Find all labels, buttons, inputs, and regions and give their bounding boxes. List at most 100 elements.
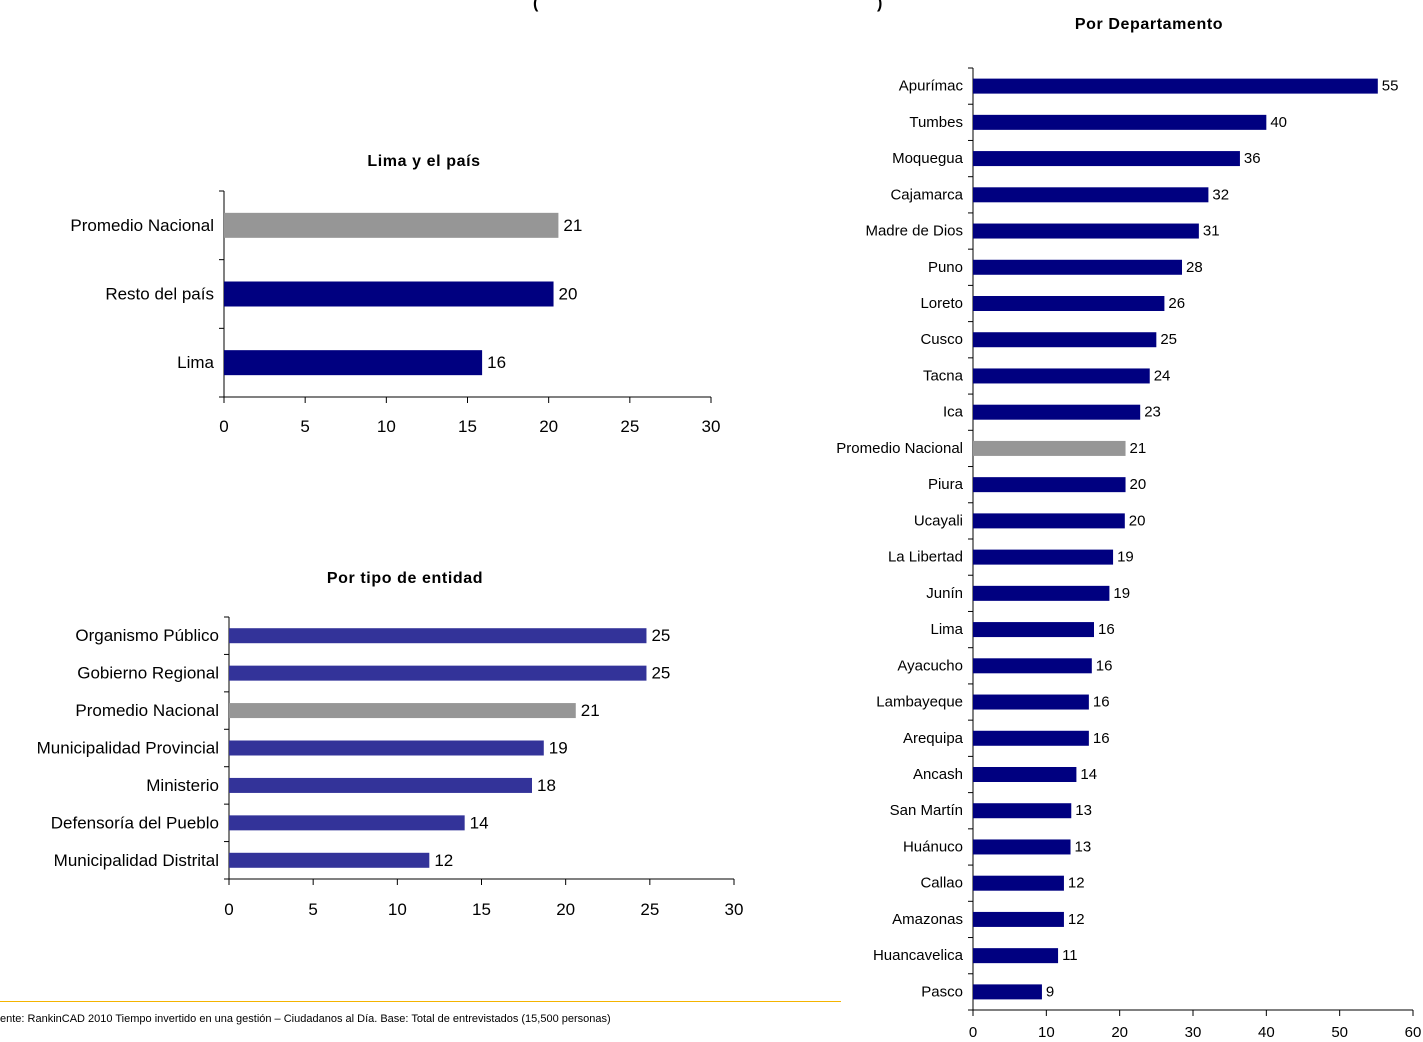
x-tick-label: 60: [1405, 1024, 1422, 1041]
bar: [973, 404, 1141, 420]
value-label: 23: [1144, 404, 1161, 421]
bar: [224, 212, 559, 238]
value-label: 36: [1244, 150, 1261, 167]
footer-rule: [0, 1001, 841, 1002]
value-label: 21: [563, 216, 582, 235]
category-label: Municipalidad Provincial: [37, 739, 219, 758]
category-label: Organismo Público: [75, 626, 219, 645]
category-label: Callao: [920, 875, 963, 892]
value-label: 31: [1203, 223, 1220, 240]
category-label: La Libertad: [888, 549, 963, 566]
value-label: 24: [1154, 367, 1171, 384]
category-label: Tumbes: [909, 114, 963, 131]
value-label: 25: [1160, 331, 1177, 348]
value-label: 11: [1062, 947, 1078, 964]
x-tick-label: 25: [620, 417, 639, 436]
bar: [973, 767, 1077, 782]
category-label: Huánuco: [903, 838, 963, 855]
bar: [973, 368, 1150, 384]
x-tick-label: 0: [224, 900, 233, 919]
bar: [224, 281, 554, 307]
category-label: Gobierno Regional: [77, 664, 219, 683]
value-label: 32: [1212, 186, 1229, 203]
bar: [973, 984, 1042, 1000]
bar: [973, 730, 1089, 746]
bar: [229, 628, 647, 644]
bar: [973, 78, 1378, 94]
value-label: 26: [1168, 295, 1185, 312]
category-label: Madre de Dios: [865, 223, 963, 240]
bar: [229, 852, 430, 868]
bar: [229, 703, 576, 719]
bar: [973, 911, 1064, 927]
header-fragment-right: ): [877, 0, 883, 12]
bar: [973, 440, 1126, 456]
value-label: 9: [1046, 983, 1054, 1000]
value-label: 18: [537, 776, 556, 795]
x-tick-label: 20: [1111, 1024, 1128, 1041]
category-label: Promedio Nacional: [70, 216, 214, 235]
bar: [973, 259, 1182, 275]
x-tick-label: 5: [300, 417, 309, 436]
bar: [973, 187, 1209, 203]
value-label: 21: [581, 701, 600, 720]
value-label: 20: [1129, 512, 1146, 529]
value-label: 20: [1130, 476, 1147, 493]
category-label: Piura: [928, 476, 964, 493]
value-label: 19: [1113, 585, 1130, 602]
bar: [973, 513, 1125, 529]
category-label: Cusco: [920, 331, 963, 348]
value-label: 25: [651, 664, 670, 683]
category-label: San Martín: [890, 802, 963, 819]
bar: [973, 803, 1072, 819]
x-tick-label: 20: [539, 417, 558, 436]
value-label: 28: [1186, 259, 1203, 276]
chart-title: Lima y el país: [367, 153, 480, 170]
x-tick-label: 15: [472, 900, 491, 919]
x-tick-label: 30: [725, 900, 744, 919]
bar: [973, 839, 1071, 855]
value-label: 55: [1382, 78, 1399, 95]
bar: [229, 665, 647, 681]
bar: [973, 114, 1267, 130]
value-label: 25: [651, 626, 670, 645]
category-label: Loreto: [920, 295, 963, 312]
category-label: Defensoría del Pueblo: [51, 813, 219, 832]
value-label: 16: [1093, 730, 1110, 747]
bar: [973, 151, 1240, 167]
bar: [973, 332, 1157, 348]
category-label: Arequipa: [903, 730, 964, 747]
category-label: Apurímac: [899, 78, 964, 95]
x-tick-label: 10: [388, 900, 407, 919]
category-label: Resto del país: [105, 285, 214, 304]
header-fragment-left: (: [533, 0, 539, 12]
category-label: Cajamarca: [890, 186, 963, 203]
x-tick-label: 0: [969, 1024, 977, 1041]
value-label: 20: [559, 285, 578, 304]
value-label: 16: [487, 353, 506, 372]
source-footnote: ente: RankinCAD 2010 Tiempo invertido en…: [0, 1013, 611, 1025]
category-label: Lima: [930, 621, 963, 638]
value-label: 14: [470, 813, 489, 832]
bar: [224, 350, 483, 376]
x-tick-label: 20: [556, 900, 575, 919]
category-label: Amazonas: [892, 911, 963, 928]
x-tick-label: 40: [1258, 1024, 1275, 1041]
category-label: Municipalidad Distrital: [54, 851, 219, 870]
category-label: Moquegua: [892, 150, 964, 167]
bar: [229, 815, 465, 831]
value-label: 19: [549, 739, 568, 758]
bar: [973, 948, 1059, 964]
chart-title: Por tipo de entidad: [327, 570, 483, 587]
category-label: Ayacucho: [897, 657, 963, 674]
value-label: 12: [434, 851, 453, 870]
value-label: 12: [1068, 911, 1085, 928]
bar: [973, 223, 1199, 239]
bar: [229, 777, 532, 793]
category-label: Ancash: [913, 766, 963, 783]
category-label: Tacna: [923, 367, 964, 384]
value-label: 14: [1080, 766, 1097, 783]
x-tick-label: 25: [640, 900, 659, 919]
bar: [973, 622, 1094, 638]
value-label: 13: [1075, 838, 1092, 855]
